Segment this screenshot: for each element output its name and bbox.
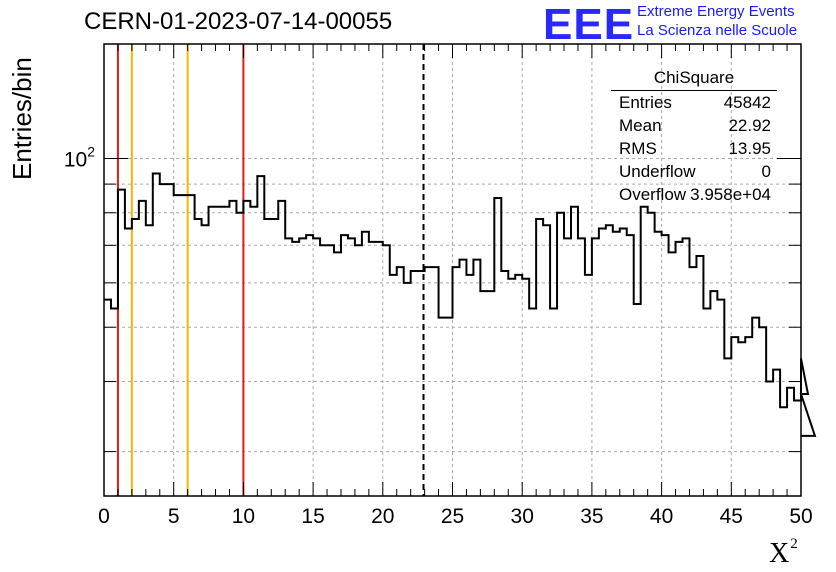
x-tick-label: 5	[168, 505, 180, 528]
y-tick-label-base: 10	[64, 148, 87, 171]
x-tick-label: 45	[720, 505, 743, 528]
stats-key: RMS	[619, 139, 657, 158]
x-tick-label: 15	[301, 505, 324, 528]
x-tick-label: 0	[98, 505, 110, 528]
x-tick-label: 40	[650, 505, 673, 528]
x-tick-label: 35	[580, 505, 603, 528]
x-tick-label: 10	[232, 505, 255, 528]
y-axis-label: Entries/bin	[7, 57, 37, 180]
eee-logo-line1: Extreme Energy Events	[637, 3, 795, 20]
x-axis-label-sup: 2	[790, 536, 798, 552]
stats-row-rms: RMS 13.95	[611, 137, 777, 160]
x-tick-label: 20	[371, 505, 394, 528]
stats-row-mean: Mean 22.92	[611, 114, 777, 137]
stats-key: Mean	[619, 116, 662, 135]
eee-logo: EEE	[543, 0, 635, 49]
stats-row-overflow: Overflow 3.958e+04	[611, 183, 777, 206]
stats-value: 3.958e+04	[690, 185, 771, 204]
reference-lines	[116, 44, 425, 496]
stats-key: Overflow	[619, 185, 687, 204]
stats-value: 13.95	[728, 139, 771, 158]
stats-key: Entries	[619, 93, 672, 112]
stats-value: 0	[761, 162, 771, 181]
x-tick-label: 30	[511, 505, 534, 528]
eee-logo-line2: La Scienza nelle Scuole	[637, 22, 798, 39]
histogram	[104, 172, 817, 437]
chart-title: CERN-01-2023-07-14-00055	[84, 8, 393, 35]
stats-box: ChiSquare Entries 45842 Mean 22.92 RMS 1…	[611, 66, 777, 206]
x-axis-label: X2	[769, 536, 798, 570]
x-tick-label: 50	[789, 505, 812, 528]
y-tick-label: 102	[64, 143, 95, 171]
eee-logo-text: Extreme Energy Events La Scienza nelle S…	[637, 2, 797, 40]
stats-row-underflow: Underflow 0	[611, 160, 777, 183]
stats-value: 22.92	[728, 116, 771, 135]
y-tick-label-sup: 2	[87, 143, 95, 159]
x-tick-label: 25	[441, 505, 464, 528]
stats-key: Underflow	[619, 162, 696, 181]
stats-row-entries: Entries 45842	[611, 91, 777, 114]
stats-value: 45842	[723, 93, 771, 112]
x-axis-label-base: X	[769, 538, 790, 569]
histogram-outline	[104, 172, 817, 437]
stats-box-name: ChiSquare	[611, 66, 777, 91]
